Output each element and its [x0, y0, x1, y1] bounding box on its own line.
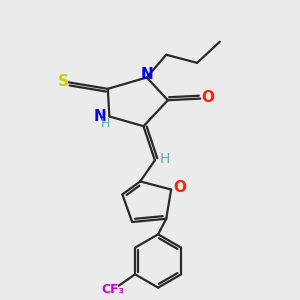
- Text: H: H: [101, 117, 110, 130]
- Text: N: N: [140, 68, 153, 82]
- Text: CF₃: CF₃: [101, 283, 124, 296]
- Text: H: H: [160, 152, 170, 166]
- Text: N: N: [94, 109, 107, 124]
- Text: S: S: [58, 74, 68, 89]
- Text: O: O: [201, 90, 214, 105]
- Text: O: O: [174, 180, 187, 195]
